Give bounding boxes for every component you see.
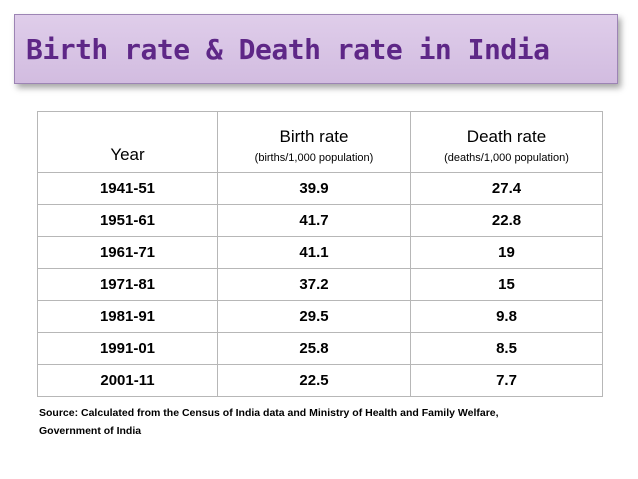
- table-row: 1971-81 37.2 15: [37, 268, 603, 301]
- table-row: 1991-01 25.8 8.5: [37, 332, 603, 365]
- cell-birth-rate: 41.7: [217, 204, 411, 237]
- cell-birth-rate: 41.1: [217, 236, 411, 269]
- cell-year: 1991-01: [37, 332, 218, 365]
- cell-death-rate: 15: [410, 268, 603, 301]
- source-note: Source: Calculated from the Census of In…: [39, 404, 599, 440]
- cell-year: 1971-81: [37, 268, 218, 301]
- header-death-rate-unit: (deaths/1,000 population): [444, 152, 569, 164]
- table-row: 2001-11 22.5 7.7: [37, 364, 603, 397]
- slide-title: Birth rate & Death rate in India: [26, 33, 550, 66]
- cell-death-rate: 9.8: [410, 300, 603, 333]
- cell-death-rate: 7.7: [410, 364, 603, 397]
- cell-birth-rate: 29.5: [217, 300, 411, 333]
- cell-birth-rate: 22.5: [217, 364, 411, 397]
- title-banner: Birth rate & Death rate in India: [14, 14, 618, 84]
- cell-death-rate: 27.4: [410, 172, 603, 205]
- table-row: 1961-71 41.1 19: [37, 236, 603, 269]
- cell-year: 2001-11: [37, 364, 218, 397]
- source-line-2: Government of India: [39, 425, 142, 437]
- header-death-rate: Death rate (deaths/1,000 population): [410, 111, 603, 173]
- header-birth-rate-unit: (births/1,000 population): [254, 152, 374, 164]
- source-line-1: Source: Calculated from the Census of In…: [39, 407, 499, 419]
- cell-year: 1951-61: [37, 204, 218, 237]
- header-year: Year: [37, 111, 218, 173]
- table-header-row: Year Birth rate (births/1,000 population…: [37, 111, 603, 173]
- cell-birth-rate: 39.9: [217, 172, 411, 205]
- table-row: 1941-51 39.9 27.4: [37, 172, 603, 205]
- cell-birth-rate: 37.2: [217, 268, 411, 301]
- cell-death-rate: 19: [410, 236, 603, 269]
- table-row: 1951-61 41.7 22.8: [37, 204, 603, 237]
- cell-year: 1941-51: [37, 172, 218, 205]
- cell-death-rate: 22.8: [410, 204, 603, 237]
- table-row: 1981-91 29.5 9.8: [37, 300, 603, 333]
- header-birth-rate: Birth rate (births/1,000 population): [217, 111, 411, 173]
- cell-year: 1981-91: [37, 300, 218, 333]
- rates-table: Year Birth rate (births/1,000 population…: [37, 111, 603, 397]
- cell-year: 1961-71: [37, 236, 218, 269]
- cell-death-rate: 8.5: [410, 332, 603, 365]
- cell-birth-rate: 25.8: [217, 332, 411, 365]
